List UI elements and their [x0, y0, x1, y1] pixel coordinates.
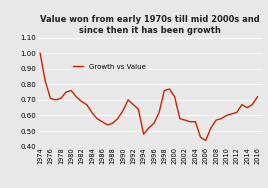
Growth vs Value — [225, 114, 228, 117]
Growth vs Value — [173, 96, 176, 98]
Growth vs Value — [137, 108, 140, 110]
Growth vs Value — [204, 139, 207, 142]
Growth vs Value — [121, 110, 125, 112]
Growth vs Value — [147, 127, 150, 129]
Growth vs Value — [235, 111, 238, 114]
Growth vs Value — [245, 107, 249, 109]
Growth vs Value — [44, 80, 47, 82]
Growth vs Value — [152, 122, 155, 124]
Growth vs Value — [85, 103, 88, 106]
Growth vs Value — [189, 121, 192, 123]
Growth vs Value — [54, 99, 57, 101]
Growth vs Value — [80, 100, 83, 103]
Growth vs Value — [251, 103, 254, 106]
Growth vs Value — [158, 111, 161, 114]
Growth vs Value — [163, 89, 166, 92]
Growth vs Value — [132, 103, 135, 106]
Growth vs Value — [90, 111, 94, 114]
Growth vs Value — [183, 119, 187, 121]
Growth vs Value — [220, 118, 223, 120]
Growth vs Value — [214, 119, 218, 121]
Growth vs Value — [95, 118, 99, 120]
Growth vs Value — [194, 121, 197, 123]
Growth vs Value — [126, 99, 130, 101]
Line: Growth vs Value: Growth vs Value — [40, 53, 258, 140]
Growth vs Value — [240, 103, 244, 106]
Growth vs Value — [70, 89, 73, 92]
Growth vs Value — [178, 118, 181, 120]
Growth vs Value — [106, 124, 109, 126]
Growth vs Value — [168, 88, 171, 90]
Growth vs Value — [111, 122, 114, 124]
Growth vs Value — [75, 96, 78, 98]
Growth vs Value — [199, 136, 202, 138]
Growth vs Value — [100, 121, 104, 123]
Growth vs Value — [209, 127, 213, 129]
Growth vs Value — [49, 97, 52, 99]
Growth vs Value — [230, 113, 233, 115]
Growth vs Value — [116, 118, 119, 120]
Growth vs Value — [142, 133, 145, 135]
Growth vs Value — [59, 97, 62, 99]
Title: Value won from early 1970s till mid 2000s and
since then it has been growth: Value won from early 1970s till mid 2000… — [40, 15, 260, 35]
Growth vs Value — [64, 91, 68, 93]
Growth vs Value — [39, 52, 42, 54]
Legend: Growth vs Value: Growth vs Value — [70, 61, 149, 72]
Growth vs Value — [256, 96, 259, 98]
